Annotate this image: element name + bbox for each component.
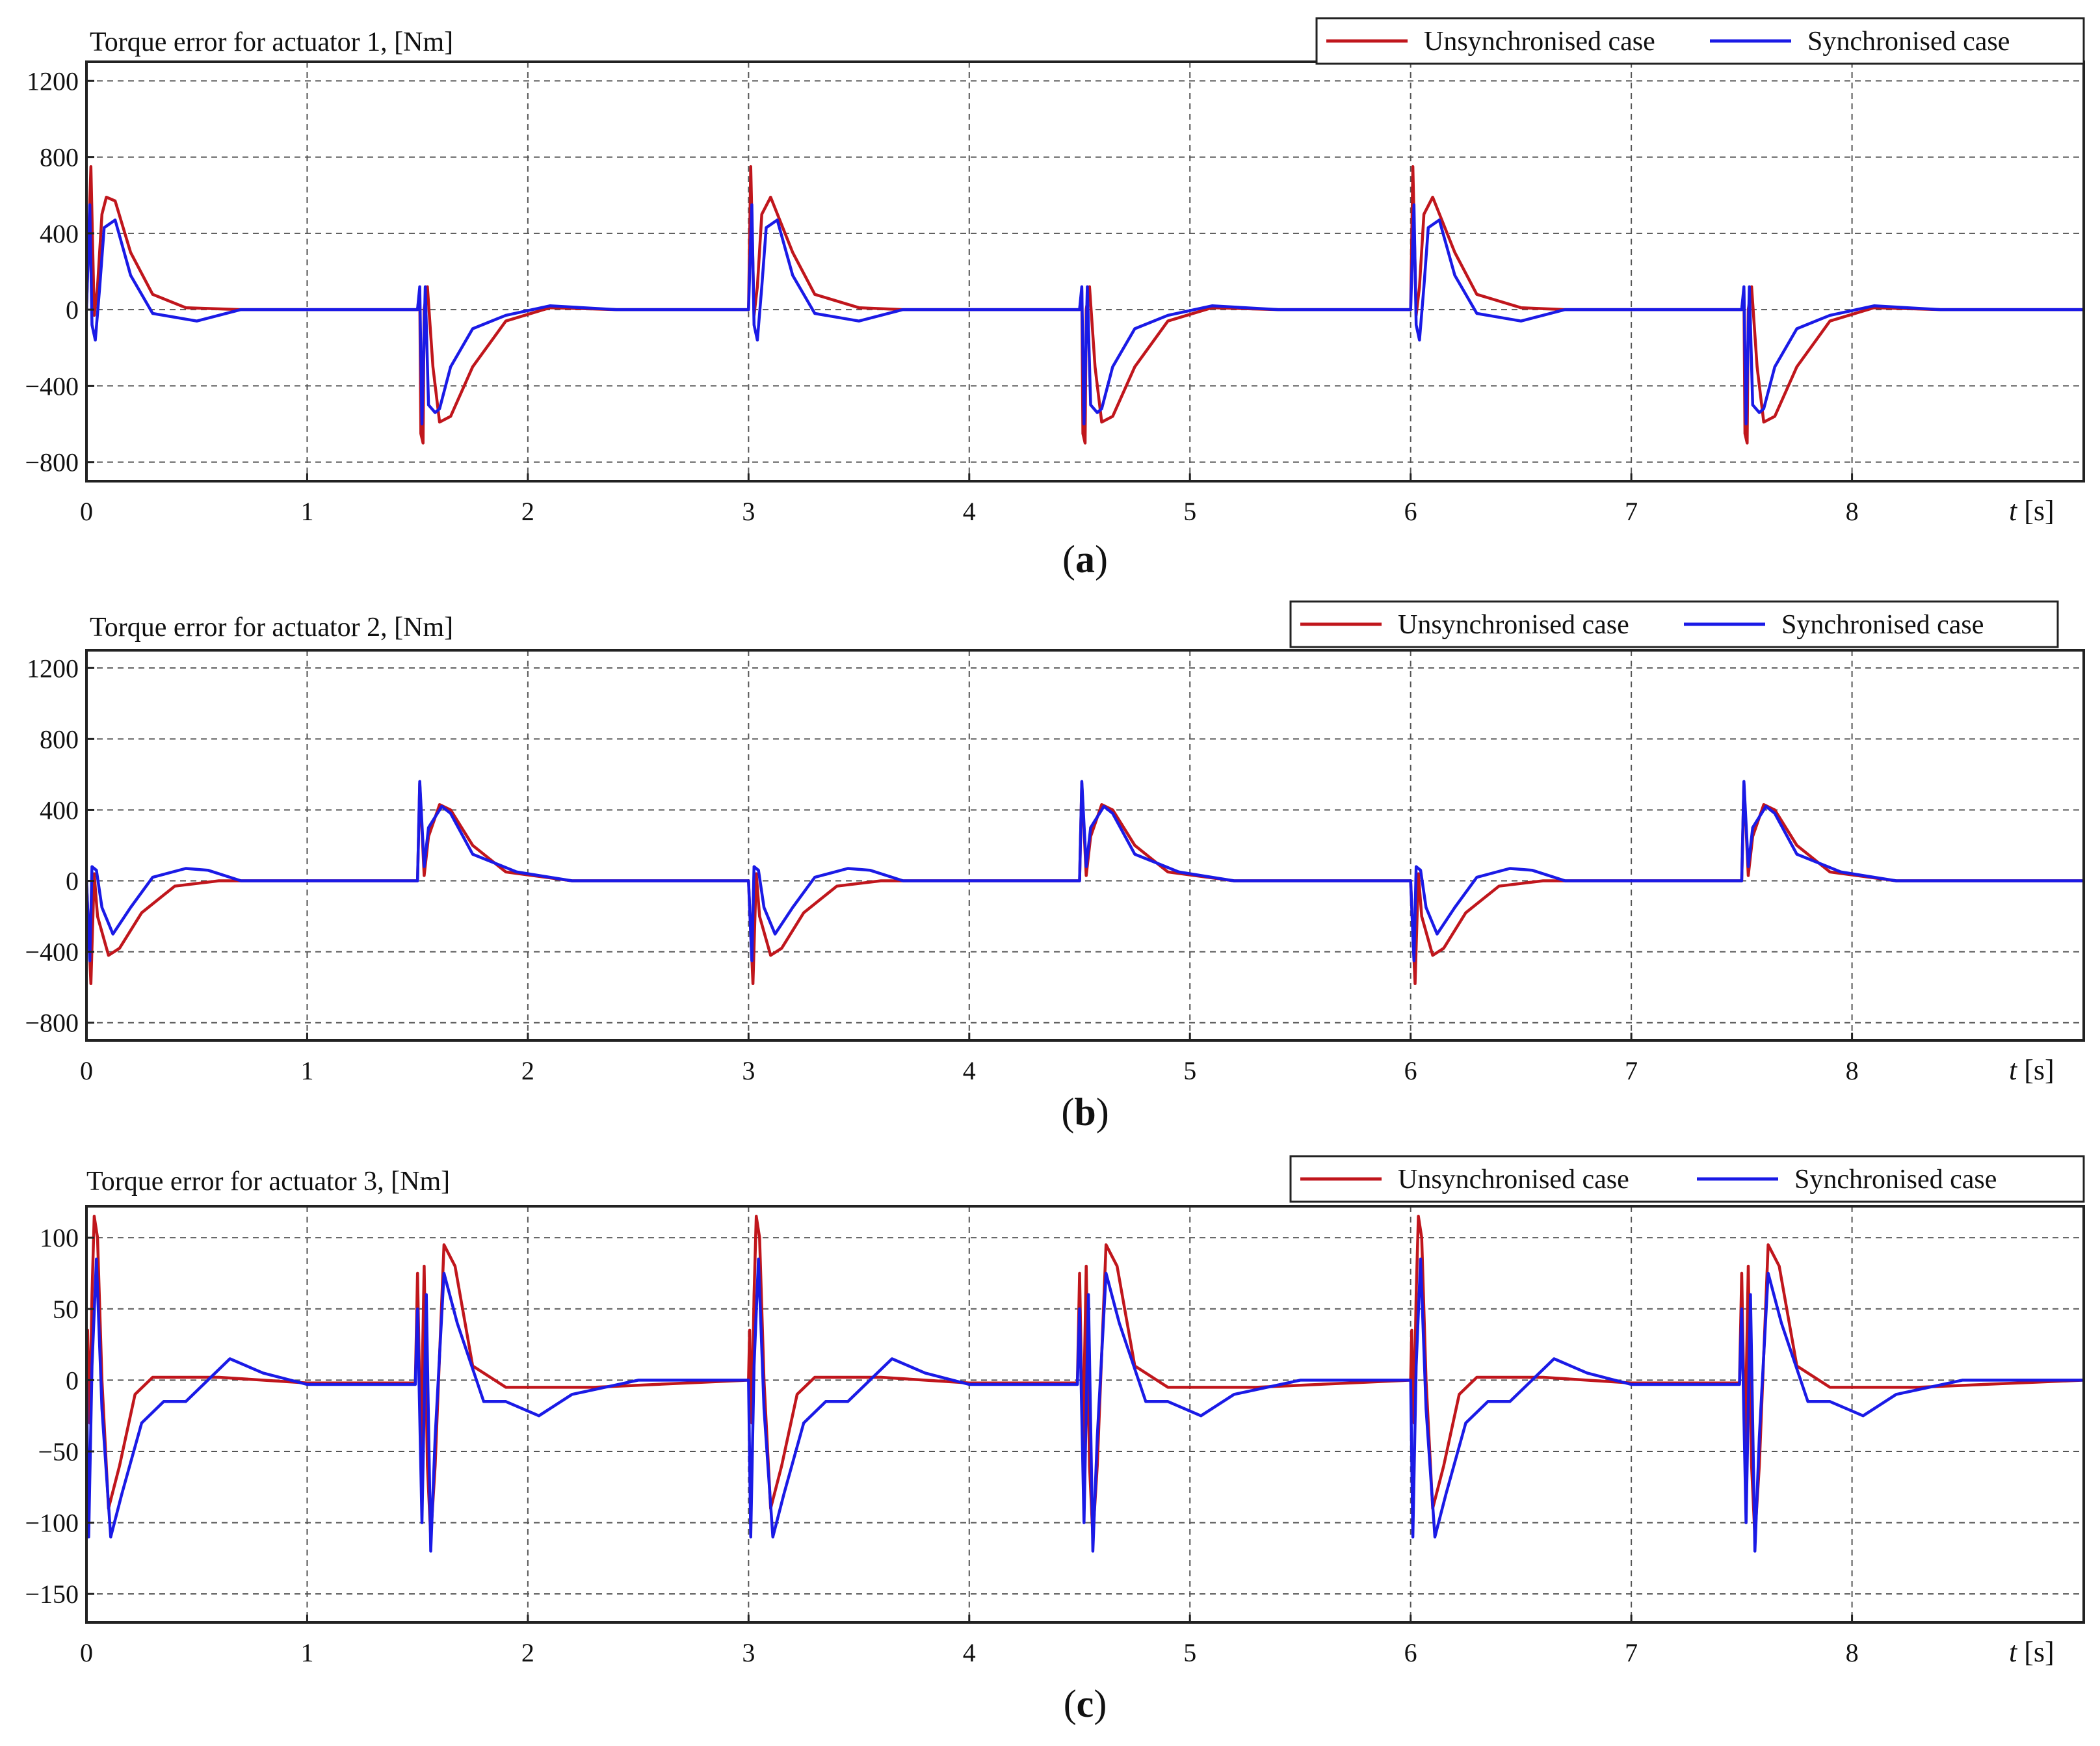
y-tick-label: 800	[40, 724, 79, 754]
x-tick-label: 6	[1404, 1056, 1417, 1085]
plot-frame	[85, 1205, 2085, 1624]
x-tick-label: 2	[521, 1638, 534, 1667]
y-tick-label: 800	[40, 143, 79, 172]
legend: Unsynchronised case Synchronised case	[1289, 600, 2059, 648]
legend-label: Unsynchronised case	[1424, 27, 1655, 57]
legend-box	[1315, 17, 2085, 65]
y-tick-label: 100	[40, 1223, 79, 1252]
x-tick-label: 5	[1183, 1638, 1196, 1667]
x-tick-label: 0	[80, 1056, 93, 1085]
x-tick-label: 4	[963, 1638, 976, 1667]
y-tick-label: 50	[53, 1295, 79, 1324]
sync-series-line	[86, 1257, 2084, 1553]
x-tick-label: 7	[1625, 1056, 1638, 1085]
caption-letter: c	[1077, 1682, 1094, 1725]
caption-letter: a	[1075, 538, 1095, 581]
x-tick-label: 3	[742, 1056, 755, 1085]
y-tick-label: 0	[66, 295, 79, 324]
x-tick-label: 5	[1183, 497, 1196, 526]
x-tick-label: 6	[1404, 497, 1417, 526]
y-tick-label: 0	[66, 867, 79, 896]
x-axis-var: t	[2009, 1054, 2018, 1086]
x-tick-label: 1	[300, 1638, 313, 1667]
legend-label: Synchronised case	[1781, 610, 1984, 640]
y-tick-label: −400	[25, 371, 79, 401]
legend: Unsynchronised case Synchronised case	[1315, 17, 2085, 65]
x-axis-label: t [s]	[2009, 1636, 2054, 1668]
y-tick-label: −800	[25, 448, 79, 477]
x-tick-label: 7	[1625, 1638, 1638, 1667]
x-axis-unit: [s]	[2017, 495, 2054, 527]
plot-frame	[85, 649, 2085, 1042]
x-tick-label: 0	[80, 1638, 93, 1667]
y-tick-label: −400	[25, 938, 79, 967]
panel-title: Torque error for actuator 1, [Nm]	[90, 27, 453, 57]
panel-caption: (a)	[1062, 538, 1108, 581]
y-tick-label: −800	[25, 1009, 79, 1038]
legend-box	[1289, 600, 2059, 648]
y-tick-label: 0	[66, 1366, 79, 1395]
x-axis-var: t	[2009, 1636, 2018, 1668]
x-tick-label: 3	[742, 497, 755, 526]
panel-title: Torque error for actuator 3, [Nm]	[86, 1167, 450, 1197]
x-tick-label: 2	[521, 1056, 534, 1085]
legend-label: Unsynchronised case	[1398, 610, 1629, 640]
y-tick-label: 1200	[27, 654, 79, 683]
x-tick-label: 6	[1404, 1638, 1417, 1667]
panel-caption: (c)	[1064, 1682, 1107, 1725]
caption-letter: b	[1074, 1091, 1096, 1133]
panel-c: 0 1 2 3 4 5 6 7 8 100 50 0 −50 −100 −150 t [s] Torque er…	[25, 1155, 2085, 1725]
panel-a: 0 1 2 3 4 5 6 7 8 1200 800 400 0 −400 −800 t [s] Torque …	[25, 17, 2085, 581]
x-axis-label: t [s]	[2009, 1054, 2054, 1086]
x-tick-label: 8	[1846, 497, 1859, 526]
y-tick-label: 400	[40, 219, 79, 248]
x-tick-label: 4	[963, 1056, 976, 1085]
x-tick-label: 2	[521, 497, 534, 526]
x-tick-label: 8	[1846, 1638, 1859, 1667]
panel-title: Torque error for actuator 2, [Nm]	[90, 613, 453, 642]
y-tick-label: −150	[25, 1580, 79, 1609]
sync-series-line	[86, 780, 2084, 962]
x-axis-label: t [s]	[2009, 495, 2054, 527]
x-tick-label: 1	[300, 1056, 313, 1085]
legend: Unsynchronised case Synchronised case	[1289, 1155, 2085, 1203]
panel-b: 0 1 2 3 4 5 6 7 8 1200 800 400 0 −400 −800 t [s] Torque …	[25, 600, 2085, 1133]
x-axis-unit: [s]	[2017, 1054, 2054, 1086]
legend-label: Synchronised case	[1807, 27, 2010, 57]
x-axis-unit: [s]	[2017, 1636, 2054, 1668]
plot-frame	[85, 60, 2085, 483]
x-axis-var: t	[2009, 495, 2018, 527]
x-tick-label: 5	[1183, 1056, 1196, 1085]
x-tick-label: 4	[963, 497, 976, 526]
y-tick-label: −100	[25, 1509, 79, 1538]
legend-label: Unsynchronised case	[1398, 1165, 1629, 1195]
unsync-series-line	[86, 782, 2084, 985]
y-tick-label: 1200	[27, 66, 79, 96]
x-tick-label: 7	[1625, 497, 1638, 526]
x-tick-label: 8	[1846, 1056, 1859, 1085]
y-tick-label: 400	[40, 795, 79, 825]
y-tick-label: −50	[38, 1437, 79, 1466]
legend-box	[1289, 1155, 2085, 1203]
x-tick-label: 0	[80, 497, 93, 526]
x-tick-label: 3	[742, 1638, 755, 1667]
legend-label: Synchronised case	[1794, 1165, 1997, 1195]
panel-caption: (b)	[1061, 1091, 1109, 1133]
sync-series-line	[86, 203, 2084, 426]
x-tick-label: 1	[300, 497, 313, 526]
